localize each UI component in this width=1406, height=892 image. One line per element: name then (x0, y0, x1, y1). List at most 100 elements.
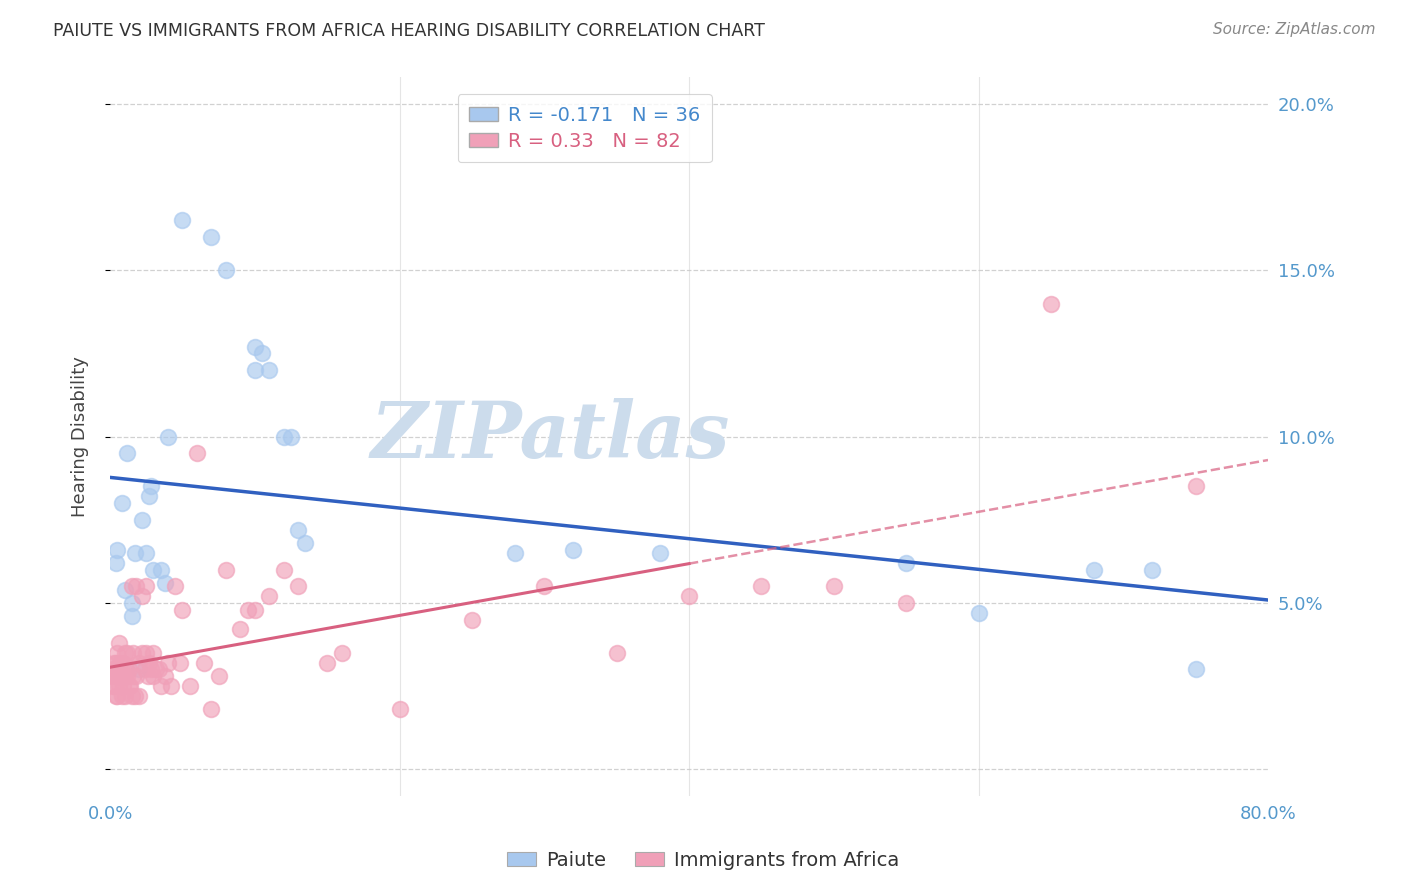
Point (153, 576, 176, 591)
Point (101, 679, 124, 693)
Point (114, 582, 136, 597)
Point (107, 679, 129, 693)
Point (104, 689, 127, 703)
Point (229, 623, 252, 637)
Point (131, 589, 153, 603)
Point (124, 546, 146, 560)
Point (896, 596, 918, 610)
Point (148, 662, 170, 676)
Point (131, 646, 153, 660)
Point (330, 646, 353, 660)
Point (1184, 479, 1206, 493)
Point (108, 656, 131, 670)
Point (142, 646, 165, 660)
Y-axis label: Hearing Disability: Hearing Disability (72, 356, 89, 517)
Point (751, 579, 773, 593)
Point (236, 602, 259, 616)
Point (107, 636, 129, 650)
Point (243, 602, 266, 616)
Point (128, 689, 150, 703)
Point (128, 656, 150, 670)
Point (606, 646, 628, 660)
Point (115, 662, 138, 676)
Point (160, 679, 183, 693)
Point (122, 669, 145, 683)
Point (280, 429, 302, 443)
Point (135, 579, 157, 593)
Point (169, 656, 191, 670)
Text: PAIUTE VS IMMIGRANTS FROM AFRICA HEARING DISABILITY CORRELATION CHART: PAIUTE VS IMMIGRANTS FROM AFRICA HEARING… (53, 22, 765, 40)
Point (193, 656, 215, 670)
Point (165, 579, 187, 593)
Point (125, 579, 148, 593)
Point (125, 669, 148, 683)
Point (121, 689, 143, 703)
Point (1142, 563, 1164, 577)
Point (105, 662, 128, 676)
Point (121, 609, 143, 624)
Point (149, 679, 172, 693)
Point (111, 669, 134, 683)
Point (316, 656, 339, 670)
Point (117, 669, 139, 683)
Point (273, 429, 295, 443)
Point (105, 542, 128, 557)
Point (243, 340, 266, 354)
Point (505, 546, 527, 560)
Text: Source: ZipAtlas.com: Source: ZipAtlas.com (1212, 22, 1375, 37)
Point (172, 213, 194, 227)
Point (118, 679, 141, 693)
Point (114, 669, 136, 683)
Point (153, 669, 176, 683)
Point (136, 669, 159, 683)
Point (273, 563, 295, 577)
Point (112, 679, 135, 693)
Point (104, 656, 127, 670)
Point (533, 579, 555, 593)
Point (678, 589, 700, 603)
Point (149, 563, 172, 577)
Point (1184, 662, 1206, 676)
Point (107, 662, 129, 676)
Point (138, 490, 160, 504)
Point (117, 646, 139, 660)
Point (823, 579, 845, 593)
Point (388, 702, 411, 716)
Point (648, 546, 671, 560)
Point (156, 656, 179, 670)
Point (105, 646, 128, 660)
Point (145, 662, 167, 676)
Point (172, 602, 194, 616)
Point (112, 656, 135, 670)
Point (142, 563, 165, 577)
Point (215, 263, 238, 277)
Point (294, 536, 316, 550)
Point (121, 579, 143, 593)
Point (139, 479, 162, 493)
Point (896, 556, 918, 570)
Point (138, 656, 160, 670)
Point (461, 613, 484, 627)
Point (101, 662, 124, 676)
Point (108, 669, 131, 683)
Point (287, 579, 309, 593)
Point (142, 669, 165, 683)
Point (128, 662, 150, 676)
Point (135, 546, 157, 560)
Point (114, 689, 136, 703)
Point (100, 669, 122, 683)
Point (200, 702, 222, 716)
Point (121, 596, 143, 610)
Point (103, 656, 125, 670)
Point (118, 662, 141, 676)
Point (122, 646, 145, 660)
Point (1039, 296, 1062, 310)
Legend: R = -0.171   N = 36, R = 0.33   N = 82: R = -0.171 N = 36, R = 0.33 N = 82 (457, 95, 711, 162)
Point (114, 646, 136, 660)
Point (562, 542, 585, 557)
Point (156, 429, 179, 443)
Point (105, 669, 128, 683)
Legend: Paiute, Immigrants from Africa: Paiute, Immigrants from Africa (499, 843, 907, 878)
Point (215, 563, 238, 577)
Point (179, 679, 201, 693)
